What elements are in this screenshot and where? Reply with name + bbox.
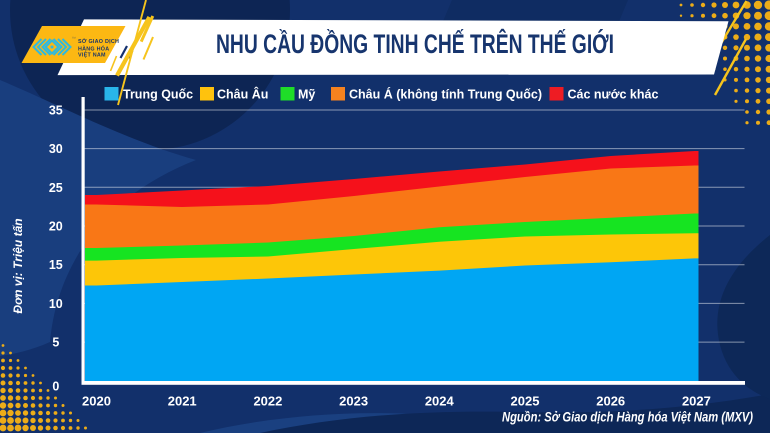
svg-text:30: 30 bbox=[49, 142, 63, 156]
svg-text:25: 25 bbox=[49, 181, 63, 195]
svg-text:NHU CẦU ĐỒNG TINH CHẾ TRÊN THẾ: NHU CẦU ĐỒNG TINH CHẾ TRÊN THẾ GIỚI bbox=[216, 28, 614, 59]
svg-text:HÀNG HÓA: HÀNG HÓA bbox=[78, 44, 109, 52]
svg-text:2020: 2020 bbox=[82, 394, 111, 409]
svg-text:Châu Á (không tính Trung Quốc): Châu Á (không tính Trung Quốc) bbox=[349, 86, 542, 101]
svg-text:Các nước khác: Các nước khác bbox=[568, 87, 659, 101]
svg-text:Châu Âu: Châu Âu bbox=[217, 86, 268, 101]
svg-text:2025: 2025 bbox=[511, 394, 540, 409]
svg-text:0: 0 bbox=[52, 380, 59, 394]
svg-text:2026: 2026 bbox=[596, 394, 625, 409]
svg-text:Trung Quốc: Trung Quốc bbox=[123, 87, 193, 101]
svg-text:10: 10 bbox=[49, 297, 63, 311]
svg-text:2024: 2024 bbox=[425, 394, 455, 409]
svg-text:Mỹ: Mỹ bbox=[298, 87, 315, 101]
svg-text:2022: 2022 bbox=[253, 394, 282, 409]
svg-text:Nguồn: Sở Giao dịch Hàng hóa V: Nguồn: Sở Giao dịch Hàng hóa Việt Nam (M… bbox=[502, 410, 753, 425]
svg-text:2027: 2027 bbox=[682, 394, 711, 409]
svg-text:VIỆT NAM: VIỆT NAM bbox=[78, 51, 106, 59]
svg-text:2021: 2021 bbox=[168, 394, 197, 409]
svg-text:5: 5 bbox=[52, 336, 59, 350]
svg-text:2023: 2023 bbox=[339, 394, 368, 409]
svg-text:15: 15 bbox=[49, 258, 63, 272]
svg-text:35: 35 bbox=[49, 104, 63, 118]
svg-text:™: ™ bbox=[72, 36, 77, 41]
svg-text:20: 20 bbox=[49, 220, 63, 234]
svg-text:SỞ GIAO DỊCH: SỞ GIAO DỊCH bbox=[78, 38, 119, 45]
svg-text:Đơn vị: Triệu tấn: Đơn vị: Triệu tấn bbox=[11, 218, 25, 313]
